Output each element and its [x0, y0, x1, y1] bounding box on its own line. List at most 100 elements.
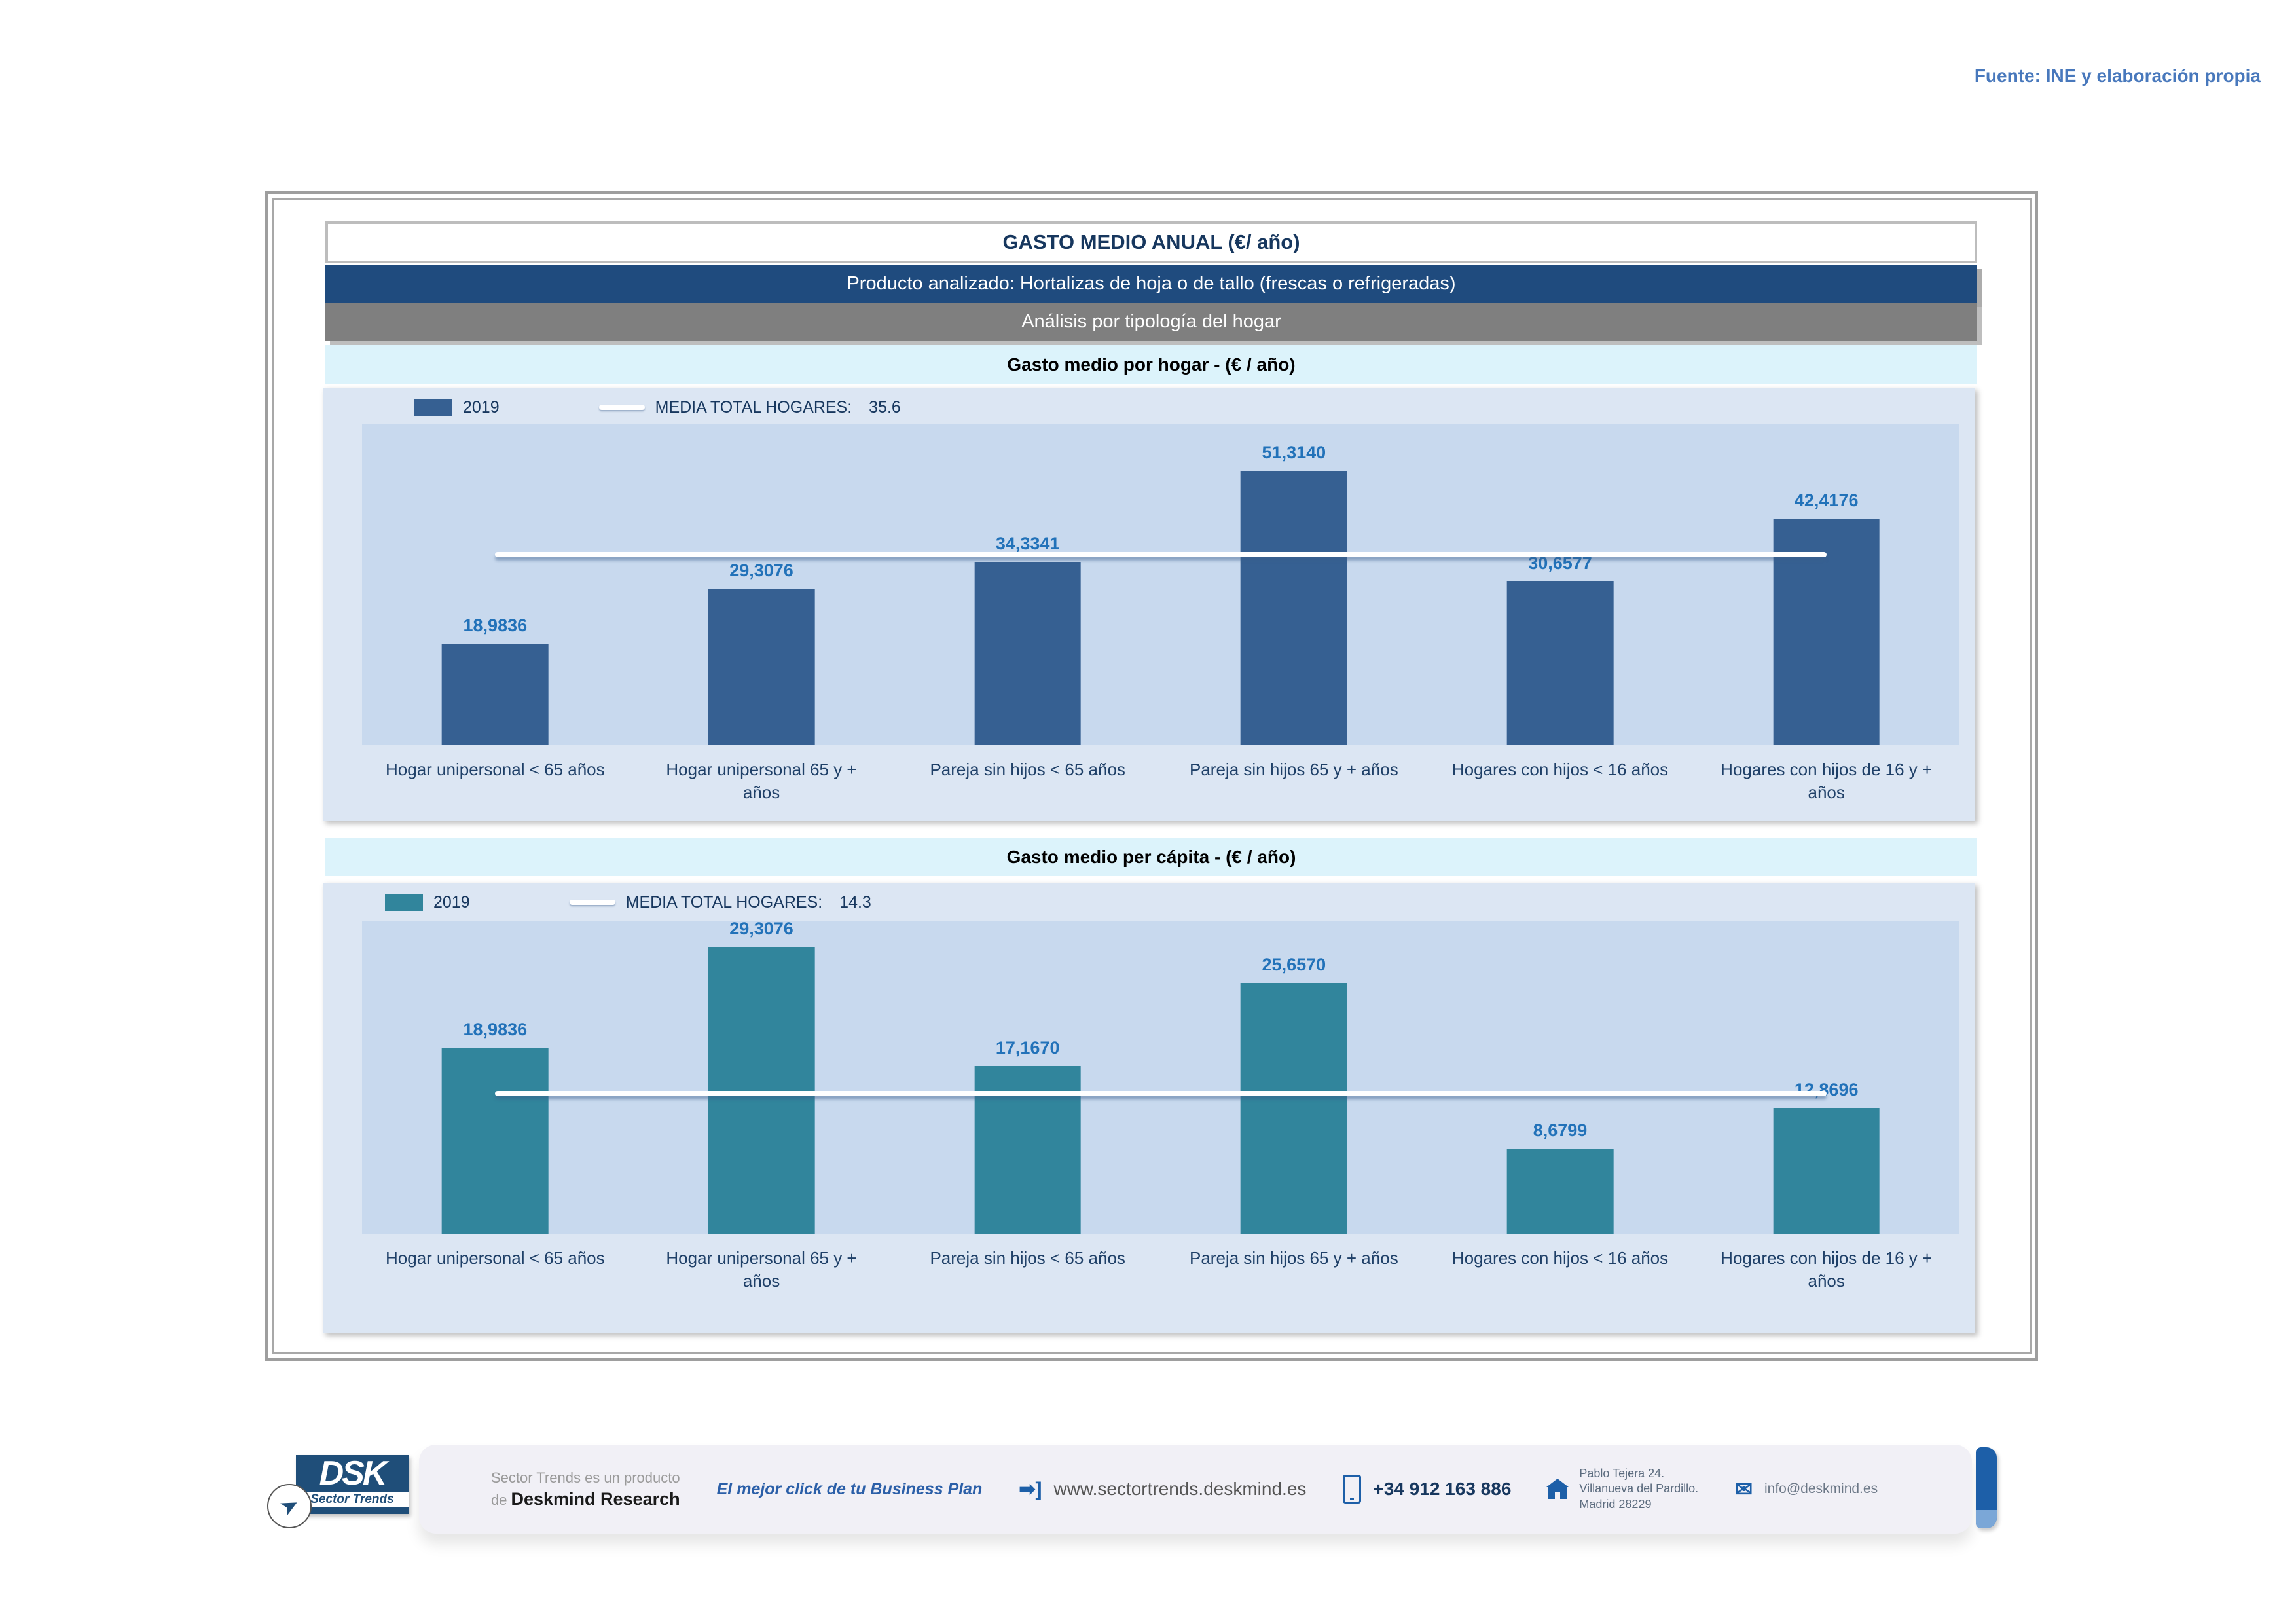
bar-slot: 18,9836: [362, 424, 629, 745]
envelope-icon: ✉: [1735, 1477, 1753, 1501]
category-label: Hogares con hijos de 16 y + años: [1721, 760, 1933, 803]
category-label: Pareja sin hijos 65 y + años: [1190, 1248, 1398, 1268]
category-label: Pareja sin hijos < 65 años: [930, 760, 1125, 779]
category-label: Hogar unipersonal 65 y + años: [666, 1248, 857, 1291]
legend-media-line-icon: [569, 900, 615, 905]
footer-product-line1: Sector Trends es un producto: [491, 1469, 680, 1486]
bar-slot: 34,3341: [894, 424, 1161, 745]
footer-email[interactable]: info@deskmind.es: [1764, 1481, 1878, 1496]
bar-slot: 30,6577: [1427, 424, 1694, 745]
bar-slot: 8,6799: [1427, 921, 1694, 1234]
home-icon: [1546, 1478, 1569, 1499]
product-band: Producto analizado: Hortalizas de hoja o…: [325, 265, 1977, 303]
dsk-logo-tagline: Sector Trends: [310, 1492, 394, 1506]
paper-plane-glyph: ➤: [275, 1490, 304, 1522]
dsk-logo-strip: Sector Trends: [296, 1492, 409, 1507]
legend-series-label: 2019: [433, 893, 470, 912]
address-line: Madrid 28229: [1579, 1497, 1652, 1511]
chart1-category-axis: Hogar unipersonal < 65 años Hogar uniper…: [362, 754, 1959, 804]
address-line: Pablo Tejera 24.: [1579, 1466, 1665, 1480]
category-label: Pareja sin hijos 65 y + años: [1190, 760, 1398, 779]
bar-value-label: 18,9836: [463, 1020, 528, 1040]
bar-value-label: 29,3076: [729, 560, 793, 580]
bar: [708, 947, 815, 1234]
footer-brand: Deskmind Research: [511, 1488, 680, 1509]
footer-accent-bar: [1976, 1447, 1997, 1528]
bar: [1773, 1107, 1880, 1234]
bar: [442, 1048, 549, 1234]
bar-slot: 12,8696: [1693, 921, 1959, 1234]
bar-slot: 25,6570: [1161, 921, 1427, 1234]
media-total-line: [495, 1091, 1827, 1097]
footer-address: Pablo Tejera 24. Villanueva del Pardillo…: [1579, 1466, 1698, 1512]
footer-product-line2: de Deskmind Research: [491, 1489, 680, 1509]
bar-value-label: 42,4176: [1794, 490, 1859, 510]
legend-media-value: 14.3: [839, 893, 871, 912]
footer-website[interactable]: www.sectortrends.deskmind.es: [1053, 1479, 1307, 1499]
media-total-line: [495, 552, 1827, 558]
legend-media-label: MEDIA TOTAL HOGARES:: [625, 893, 823, 912]
dsk-logo-box: DSK Sector Trends: [296, 1455, 409, 1514]
footer-address-item: Pablo Tejera 24. Villanueva del Pardillo…: [1546, 1466, 1698, 1512]
bar-slot: 29,3076: [629, 424, 895, 745]
bar-slot: 51,3140: [1161, 424, 1427, 745]
category-label: Hogares con hijos de 16 y + años: [1721, 1248, 1933, 1291]
bar: [442, 643, 549, 745]
bar-value-label: 25,6570: [1262, 954, 1326, 974]
analysis-band: Análisis por tipología del hogar: [325, 303, 1977, 341]
legend-media-line-icon: [598, 405, 645, 410]
dsk-logo-acronym: DSK: [319, 1454, 388, 1492]
bar-slot: 42,4176: [1693, 424, 1959, 745]
report-frame-inner-border: [272, 198, 2032, 1354]
footer-email-item: ✉ info@deskmind.es: [1735, 1477, 1878, 1502]
footer-phone: +34 912 163 886: [1373, 1479, 1512, 1499]
paper-plane-icon: ➤: [267, 1484, 312, 1528]
legend-series-label: 2019: [463, 397, 500, 416]
category-label: Hogar unipersonal 65 y + años: [666, 760, 857, 803]
category-label: Hogares con hijos < 16 años: [1451, 760, 1669, 779]
bar-value-label: 51,3140: [1262, 442, 1326, 462]
bar-value-label: 18,9836: [463, 615, 528, 635]
report-title: GASTO MEDIO ANUAL (€/ año): [325, 221, 1977, 263]
footer-card: Sector Trends es un producto de Deskmind …: [419, 1445, 1972, 1534]
address-line: Villanueva del Pardillo.: [1579, 1482, 1699, 1496]
phone-icon: [1343, 1475, 1362, 1504]
website-arrow-icon: ➡]: [1019, 1478, 1042, 1500]
section-title-gasto-per-capita: Gasto medio per cápita - (€ / año): [325, 838, 1977, 876]
bar-slot: 29,3076: [629, 919, 895, 1234]
category-label: Pareja sin hijos < 65 años: [930, 1248, 1125, 1268]
bar-value-label: 12,8696: [1794, 1079, 1859, 1099]
bar-value-label: 8,6799: [1533, 1120, 1588, 1141]
chart2-plot-area: 18,9836 29,3076 17,1670 25,6570 8,6799 1…: [362, 919, 1959, 1234]
bar: [974, 561, 1081, 745]
bar: [1506, 581, 1614, 745]
legend-swatch-2019: [385, 894, 423, 911]
dsk-logo: DSK Sector Trends ➤: [267, 1455, 409, 1532]
footer-product-prefix: de: [491, 1491, 507, 1508]
chart-panel-gasto-per-capita: 2019 MEDIA TOTAL HOGARES: 14.3 18,9836 2…: [323, 883, 1975, 1333]
category-label: Hogar unipersonal < 65 años: [386, 1248, 605, 1268]
chart2-category-axis: Hogar unipersonal < 65 años Hogar uniper…: [362, 1243, 1959, 1293]
category-label: Hogar unipersonal < 65 años: [386, 760, 605, 779]
legend-media-label: MEDIA TOTAL HOGARES:: [655, 397, 852, 416]
bar: [708, 588, 815, 745]
chart-panel-gasto-por-hogar: 2019 MEDIA TOTAL HOGARES: 35.6 18,9836 2…: [323, 388, 1975, 821]
footer-product-block: Sector Trends es un producto de Deskmind …: [491, 1469, 680, 1509]
category-label: Hogares con hijos < 16 años: [1451, 1248, 1669, 1268]
bar-value-label: 17,1670: [995, 1037, 1060, 1058]
footer-slogan: El mejor click de tu Business Plan: [716, 1479, 983, 1498]
bar: [1506, 1149, 1614, 1234]
bar-value-label: 34,3341: [995, 533, 1060, 553]
source-note: Fuente: INE y elaboración propia: [1974, 65, 2261, 86]
chart1-legend: 2019 MEDIA TOTAL HOGARES: 35.6: [414, 394, 901, 420]
legend-media-value: 35.6: [869, 397, 901, 416]
section-title-gasto-por-hogar: Gasto medio por hogar - (€ / año): [325, 345, 1977, 384]
chart2-legend: 2019 MEDIA TOTAL HOGARES: 14.3: [385, 889, 871, 915]
bar-slot: 17,1670: [894, 921, 1161, 1234]
chart1-plot-area: 18,9836 29,3076 34,3341 51,3140 30,6577 …: [362, 424, 1959, 745]
bar-slot: 18,9836: [362, 921, 629, 1234]
bar: [1241, 470, 1347, 745]
bar-value-label: 29,3076: [729, 919, 793, 939]
footer-phone-item: +34 912 163 886: [1343, 1475, 1511, 1504]
footer-website-item: ➡] www.sectortrends.deskmind.es: [1019, 1478, 1306, 1501]
